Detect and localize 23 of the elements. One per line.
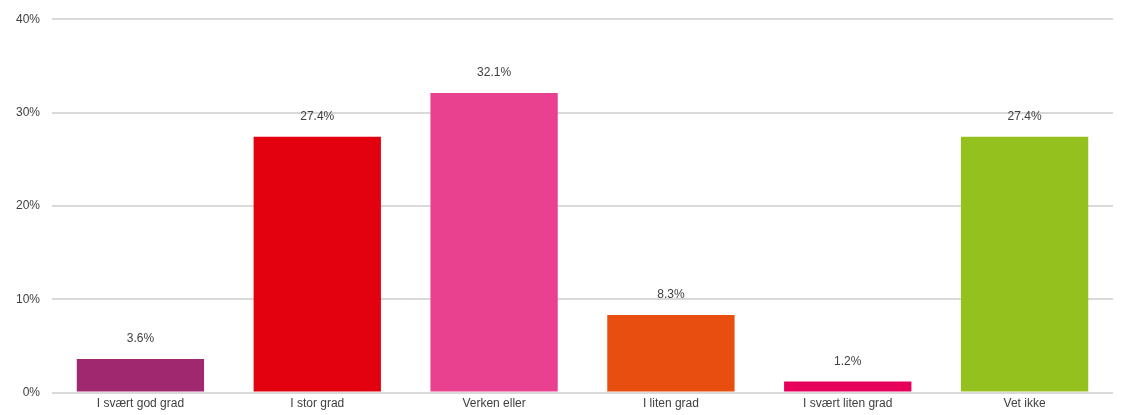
bar — [253, 136, 381, 392]
bar — [960, 136, 1089, 392]
x-tick-label: I svært god grad — [96, 396, 185, 411]
bar — [784, 381, 912, 392]
data-label: 8.3% — [657, 287, 685, 302]
data-label: 27.4% — [1007, 109, 1042, 124]
y-tick-label: 20% — [15, 198, 41, 213]
y-tick-label: 40% — [15, 11, 41, 26]
bar — [607, 315, 735, 392]
x-tick-label: Vet ikke — [1003, 396, 1046, 411]
x-tick-label: I liten grad — [642, 396, 699, 411]
data-label: 32.1% — [477, 65, 512, 80]
bar — [76, 358, 205, 392]
x-tick-label: I stor grad — [290, 396, 345, 411]
x-tick-label: I svært liten grad — [803, 396, 893, 411]
y-tick-label: 10% — [15, 291, 41, 306]
data-label: 1.2% — [834, 353, 862, 368]
y-tick-label: 30% — [15, 104, 41, 119]
x-tick-label: Verken eller — [462, 396, 526, 411]
y-tick-label: 0% — [22, 384, 41, 399]
data-label: 3.6% — [126, 331, 155, 346]
data-label: 27.4% — [300, 109, 335, 124]
bar — [430, 92, 558, 392]
